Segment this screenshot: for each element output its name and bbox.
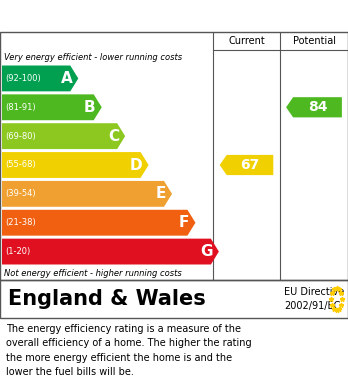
Polygon shape <box>2 66 78 91</box>
Text: (21-38): (21-38) <box>5 218 36 227</box>
Polygon shape <box>2 239 219 264</box>
Text: F: F <box>179 215 189 230</box>
Text: Current: Current <box>228 36 265 46</box>
Text: England & Wales: England & Wales <box>8 289 206 309</box>
Text: B: B <box>84 100 96 115</box>
Text: D: D <box>130 158 143 172</box>
Text: 67: 67 <box>240 158 260 172</box>
Polygon shape <box>2 181 172 207</box>
Text: (92-100): (92-100) <box>5 74 41 83</box>
Polygon shape <box>2 94 102 120</box>
Text: Energy Efficiency Rating: Energy Efficiency Rating <box>8 9 218 23</box>
Polygon shape <box>220 155 273 175</box>
Text: EU Directive
2002/91/EC: EU Directive 2002/91/EC <box>284 287 344 310</box>
Text: E: E <box>156 187 166 201</box>
Text: (39-54): (39-54) <box>5 189 35 198</box>
Text: Potential: Potential <box>293 36 335 46</box>
Polygon shape <box>286 97 342 117</box>
Text: Very energy efficient - lower running costs: Very energy efficient - lower running co… <box>4 52 182 61</box>
Text: Not energy efficient - higher running costs: Not energy efficient - higher running co… <box>4 269 182 278</box>
Polygon shape <box>2 152 149 178</box>
Text: G: G <box>200 244 213 259</box>
Text: 84: 84 <box>308 100 327 114</box>
Text: C: C <box>108 129 119 143</box>
Text: A: A <box>61 71 72 86</box>
Text: (69-80): (69-80) <box>5 132 36 141</box>
Text: (1-20): (1-20) <box>5 247 30 256</box>
Text: (55-68): (55-68) <box>5 160 36 170</box>
Polygon shape <box>2 210 196 236</box>
Text: (81-91): (81-91) <box>5 103 35 112</box>
Text: The energy efficiency rating is a measure of the
overall efficiency of a home. T: The energy efficiency rating is a measur… <box>6 324 252 377</box>
Polygon shape <box>2 123 125 149</box>
